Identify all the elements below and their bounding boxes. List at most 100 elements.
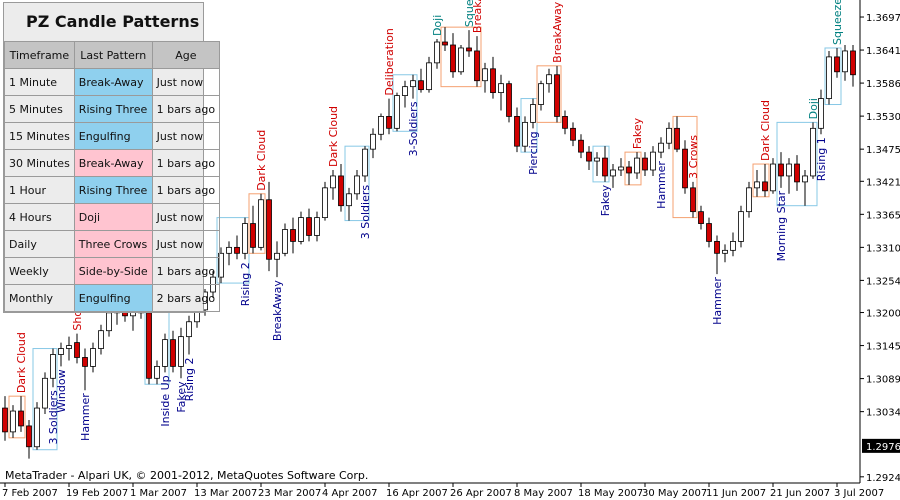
candle-body (410, 80, 416, 88)
pattern-label: Piercing (527, 131, 540, 175)
pattern-box (624, 151, 642, 186)
candle-body (250, 223, 256, 248)
candle-body (82, 357, 88, 367)
pattern-box (592, 145, 610, 183)
y-tick-label: 1.33100 (866, 243, 900, 254)
y-tick-label: 1.36970 (866, 13, 900, 24)
candle-body (274, 252, 280, 260)
candle-body (178, 336, 184, 367)
candle-body (650, 151, 656, 171)
header-cell: Timeframe (4, 41, 75, 69)
x-tick-label: 1 Mar 2007 (130, 488, 187, 499)
header-cell: Age (151, 41, 221, 69)
x-tick-label: 11 Jun 2007 (706, 488, 766, 499)
candle-body (362, 148, 368, 177)
candle-body (538, 83, 544, 105)
pattern-box (248, 193, 266, 254)
pattern-label: Morning Star (775, 190, 788, 261)
pattern-label: Inside Up (159, 375, 172, 426)
candle-body (722, 249, 728, 254)
pattern-cell: Doji (73, 203, 153, 231)
candle-body (602, 157, 608, 177)
y-tick-label: 1.34210 (866, 177, 900, 188)
pattern-cell: Side-by-Side (73, 257, 153, 285)
pattern-label: Rising 2 (239, 262, 252, 306)
candle-body (698, 211, 704, 224)
x-tick-label: 23 Mar 2007 (258, 488, 321, 499)
candle-body (586, 151, 592, 162)
pattern-box (520, 98, 538, 153)
candle-body (746, 187, 752, 213)
pattern-box (776, 121, 818, 207)
candle-body (338, 175, 344, 207)
x-tick-label: 7 Feb 2007 (2, 488, 58, 499)
pattern-box (344, 145, 370, 222)
candle-body (234, 246, 240, 254)
table-cell: 1 Hour (4, 176, 75, 204)
pattern-table: Timeframe Last Pattern Age 1 Minute Break-Aw… (4, 41, 221, 312)
candle-body (554, 74, 560, 117)
table-cell: Daily (4, 230, 75, 258)
table-cell: Just now (151, 230, 221, 258)
candle-body (74, 342, 80, 358)
candle-body (778, 163, 784, 177)
table-cell: Just now (151, 122, 221, 150)
x-tick-label: 4 Apr 2007 (322, 488, 377, 499)
candle-body (658, 142, 664, 153)
pattern-label: Dark Cloud (327, 106, 340, 167)
pattern-cell: Break-Away (73, 149, 153, 177)
candle-body (594, 157, 600, 162)
table-cell: 1 bars ago (151, 257, 221, 285)
candle-body (498, 83, 504, 94)
candle-body (610, 169, 616, 177)
pattern-cell: Rising Three (73, 95, 153, 123)
candle-body (514, 116, 520, 147)
table-row: 5 Minutes Rising Three 1 bars ago (4, 95, 221, 123)
y-tick-label: 1.32005 (866, 309, 900, 320)
pattern-cell: Break-Away (73, 68, 153, 96)
footer: MetaTrader - Alpari UK, © 2001-2012, Met… (5, 469, 368, 482)
y-tick-label: 1.35305 (866, 112, 900, 123)
pattern-box (672, 115, 698, 219)
pattern-label: 3-Soldiers (407, 101, 420, 156)
table-cell: 30 Minutes (4, 149, 75, 177)
x-tick-label: 21 Jun 2007 (770, 488, 830, 499)
table-row: 4 Hours Doji Just now (4, 203, 221, 231)
candle-body (506, 83, 512, 117)
candle-body (842, 50, 848, 73)
candle-body (306, 217, 312, 236)
candle-body (226, 246, 232, 254)
pattern-cell: Engulfing (73, 284, 153, 312)
candle-body (450, 44, 456, 73)
candle-body (442, 41, 448, 46)
candle-body (322, 187, 328, 219)
candle-body (674, 127, 680, 150)
pattern-label: BreakAway (471, 0, 484, 33)
pattern-label: Dark Cloud (15, 332, 28, 393)
pattern-label: Window (55, 369, 68, 412)
candle-body (258, 199, 264, 248)
y-tick-label: 1.30895 (866, 375, 900, 386)
y-tick-label: 1.30340 (866, 408, 900, 419)
y-tick-label: 1.31450 (866, 342, 900, 353)
pattern-box (824, 47, 842, 106)
candle-body (106, 312, 112, 332)
candle-body (370, 133, 376, 150)
candle-body (466, 47, 472, 52)
candle-body (26, 425, 32, 448)
candle-body (162, 339, 168, 367)
pattern-label: Hammer (655, 161, 668, 209)
candle-body (562, 116, 568, 129)
candle-body (242, 223, 248, 254)
table-row: Weekly Side-by-Side 1 bars ago (4, 257, 221, 285)
candle-body (546, 74, 552, 85)
y-tick-label: 1.34750 (866, 145, 900, 156)
candle-body (282, 229, 288, 254)
candle-body (146, 312, 152, 379)
candle-body (378, 116, 384, 135)
candle-body (850, 50, 856, 76)
table-cell: 5 Minutes (4, 95, 75, 123)
candle-body (354, 175, 360, 195)
